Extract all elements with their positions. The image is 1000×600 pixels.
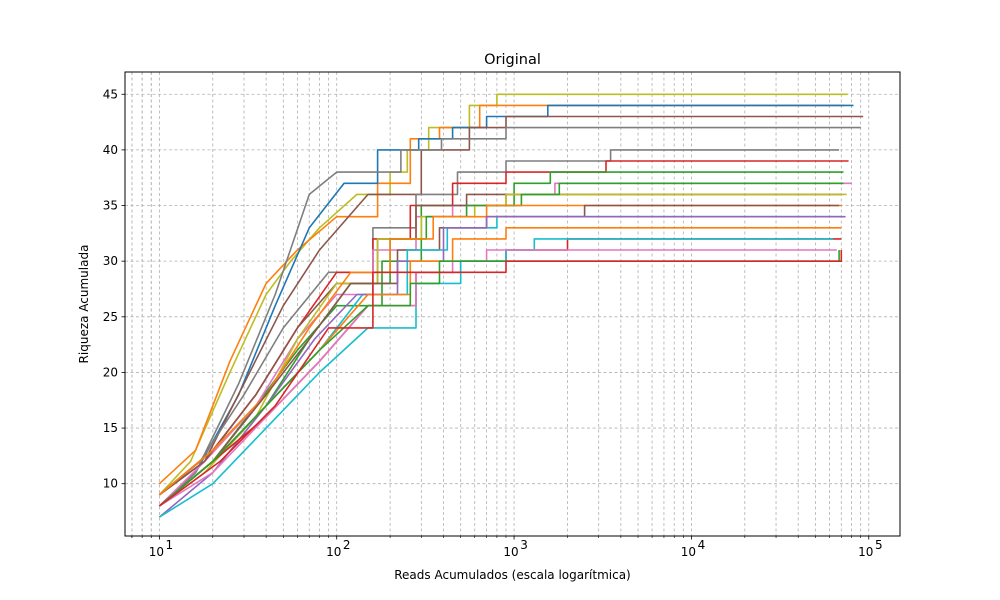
y-tick-label: 40 — [103, 143, 118, 157]
x-tick-label-exponent: 5 — [875, 538, 883, 552]
plot-frame — [124, 71, 901, 537]
x-tick-label-exponent: 4 — [698, 538, 706, 552]
y-tick-label: 25 — [103, 310, 118, 324]
series-line-22 — [158, 250, 843, 507]
series-line-12 — [158, 182, 844, 507]
x-tick-label-exponent: 2 — [343, 538, 351, 552]
x-tick-label: 10 — [503, 545, 518, 559]
x-tick-label: 10 — [149, 545, 164, 559]
x-axis-label: Reads Acumulados (escala logarítmica) — [394, 568, 630, 582]
series-layer — [158, 93, 864, 518]
x-tick-label-exponent: 1 — [166, 538, 174, 552]
x-tick-label: 10 — [326, 545, 341, 559]
series-line-5 — [158, 126, 861, 507]
x-tick-label: 10 — [681, 545, 696, 559]
x-tick-label: 10 — [858, 545, 873, 559]
y-tick-label: 10 — [103, 477, 118, 491]
y-tick-label: 35 — [103, 199, 118, 213]
x-tick-label-exponent: 3 — [520, 538, 528, 552]
y-tick-label: 30 — [103, 254, 118, 268]
series-line-2 — [158, 104, 845, 485]
y-tick-label: 20 — [103, 365, 118, 379]
y-tick-label: 15 — [103, 421, 118, 435]
y-axis-label: Riqueza Acumulada — [77, 245, 91, 364]
chart-title: Original — [484, 52, 541, 68]
y-tick-label: 45 — [103, 87, 118, 101]
